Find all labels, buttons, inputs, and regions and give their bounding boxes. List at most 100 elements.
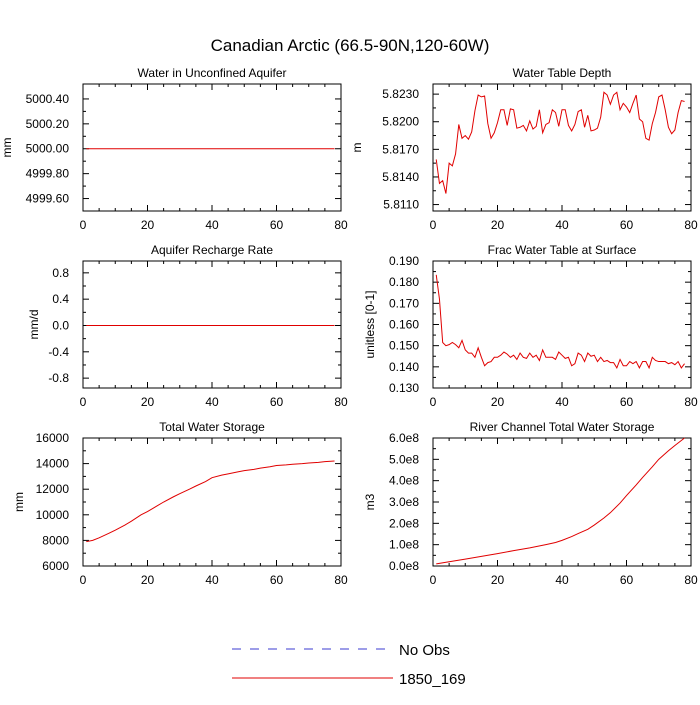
y-tick-label: 0.4 [52, 292, 69, 306]
y-tick-label: 0.140 [389, 360, 419, 374]
y-tick-label: 8000 [42, 533, 69, 547]
figure-title: Canadian Arctic (66.5-90N,120-60W) [211, 36, 490, 55]
y-tick-label: 0.150 [389, 339, 419, 353]
x-tick-label: 40 [555, 573, 569, 587]
x-tick-label: 20 [491, 218, 505, 232]
x-tick-label: 0 [80, 218, 87, 232]
panel-river-channel-total-water-storage: River Channel Total Water Storage m3 0 20 40… [363, 420, 698, 587]
x-tick-label: 0 [430, 573, 437, 587]
plot-frame [432, 437, 692, 567]
x-tick-label: 80 [334, 573, 348, 587]
panels: Water in Unconfined Aquifer mm 0 20 40 60 80 49… [0, 66, 698, 587]
x-tick-label: 60 [620, 218, 634, 232]
x-tick-label: 80 [684, 218, 698, 232]
y-tick-label: 0.8 [52, 266, 69, 280]
x-tick-label: 0 [430, 395, 437, 409]
y-tick-label: 5.8110 [383, 198, 419, 212]
y-tick-label: 5.8230 [382, 87, 419, 101]
x-tick-label: 60 [270, 395, 284, 409]
legend-label-no-obs: No Obs [399, 642, 450, 659]
x-tick-label: 60 [270, 218, 284, 232]
y-tick-label: 0.0e8 [389, 559, 419, 573]
y-tick-label: 4999.60 [26, 192, 70, 206]
y-tick-label: 5000.00 [26, 142, 70, 156]
x-tick-label: 0 [80, 395, 87, 409]
panel-water-in-unconfined-aquifer: Water in Unconfined Aquifer mm 0 20 40 60 80 49… [0, 66, 348, 232]
panel-title: Total Water Storage [159, 420, 265, 434]
y-tick-label: 6.0e8 [389, 431, 419, 445]
panel-title: Water Table Depth [513, 66, 612, 80]
y-tick-label: 0.0 [52, 318, 69, 332]
y-tick-label: 0.170 [389, 296, 419, 310]
x-tick-label: 40 [205, 218, 219, 232]
y-axis-label: m3 [363, 493, 377, 510]
y-tick-label: 5000.20 [26, 117, 70, 131]
series-line-1850-169 [436, 437, 685, 565]
y-tick-label: 0.180 [389, 275, 419, 289]
x-tick-label: 60 [620, 573, 634, 587]
y-tick-label: 0.190 [389, 254, 419, 268]
y-tick-label: -0.8 [48, 371, 69, 385]
panel-frac-water-table-at-surface: Frac Water Table at Surface unitless [0-1… [363, 243, 698, 409]
x-tick-label: 20 [491, 573, 505, 587]
y-tick-label: 5000.40 [26, 92, 70, 106]
y-tick-label: 1.0e8 [389, 538, 419, 552]
x-tick-label: 80 [684, 395, 698, 409]
plot-frame [432, 260, 692, 389]
x-tick-label: 20 [141, 395, 155, 409]
y-axis-label: mm [12, 492, 26, 512]
panel-total-water-storage: Total Water Storage mm 0 20 40 60 80 6000 8000 10… [12, 420, 348, 587]
x-tick-label: 20 [141, 573, 155, 587]
legend-label-1850-169: 1850_169 [399, 671, 466, 688]
y-axis-label: m [350, 143, 364, 153]
x-tick-label: 40 [555, 218, 569, 232]
x-tick-label: 80 [334, 395, 348, 409]
plot-frame [432, 83, 692, 212]
y-tick-label: 4.0e8 [389, 474, 419, 488]
y-tick-label: 5.8200 [382, 115, 419, 129]
panel-water-table-depth: Water Table Depth m 0 20 40 60 80 5.8110 5.8140 5… [350, 66, 698, 232]
panel-title: Water in Unconfined Aquifer [138, 66, 287, 80]
x-tick-label: 60 [620, 395, 634, 409]
y-tick-label: 3.0e8 [389, 495, 419, 509]
legend: No Obs 1850_169 [232, 642, 466, 688]
y-tick-label: 4999.80 [26, 167, 70, 181]
series-line-1850-169 [435, 274, 685, 370]
panel-title: Frac Water Table at Surface [488, 243, 637, 257]
plot-frame [82, 437, 342, 567]
x-tick-label: 20 [491, 395, 505, 409]
y-tick-label: 5.0e8 [389, 452, 419, 466]
y-tick-label: 5.8140 [382, 170, 419, 184]
x-tick-label: 40 [555, 395, 569, 409]
x-tick-label: 60 [270, 573, 284, 587]
y-tick-label: 5.8170 [382, 142, 419, 156]
x-tick-label: 40 [205, 573, 219, 587]
plot-frame [82, 260, 342, 389]
y-axis-label: unitless [0-1] [363, 290, 377, 358]
x-tick-label: 80 [334, 218, 348, 232]
y-axis-label: mm/d [27, 310, 41, 340]
y-tick-label: 10000 [36, 508, 70, 522]
series-line-1850-169 [86, 460, 335, 543]
x-tick-label: 80 [684, 573, 698, 587]
y-axis-label: mm [0, 138, 14, 158]
y-tick-label: 2.0e8 [389, 516, 419, 530]
panel-title: Aquifer Recharge Rate [151, 243, 273, 257]
y-tick-label: 0.160 [389, 318, 419, 332]
x-tick-label: 40 [205, 395, 219, 409]
y-tick-label: 0.130 [389, 381, 419, 395]
y-tick-label: -0.4 [48, 345, 69, 359]
y-tick-label: 12000 [36, 482, 70, 496]
x-tick-label: 0 [80, 573, 87, 587]
y-tick-label: 6000 [42, 559, 69, 573]
series-line-1850-169 [435, 91, 685, 194]
y-tick-label: 14000 [36, 457, 70, 471]
plot-frame [82, 83, 342, 212]
panel-title: River Channel Total Water Storage [470, 420, 655, 434]
panel-aquifer-recharge-rate: Aquifer Recharge Rate mm/d 0 20 40 60 80 -0.8 -0… [27, 243, 348, 409]
x-tick-label: 20 [141, 218, 155, 232]
x-tick-label: 0 [430, 218, 437, 232]
y-tick-label: 16000 [36, 431, 70, 445]
